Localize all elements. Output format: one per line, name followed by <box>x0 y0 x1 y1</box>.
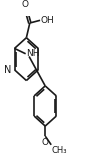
Text: NH: NH <box>26 49 40 58</box>
Text: O: O <box>22 0 29 9</box>
Text: O: O <box>42 138 49 147</box>
Text: N: N <box>4 65 11 75</box>
Text: CH₃: CH₃ <box>52 146 67 155</box>
Text: OH: OH <box>41 16 54 25</box>
